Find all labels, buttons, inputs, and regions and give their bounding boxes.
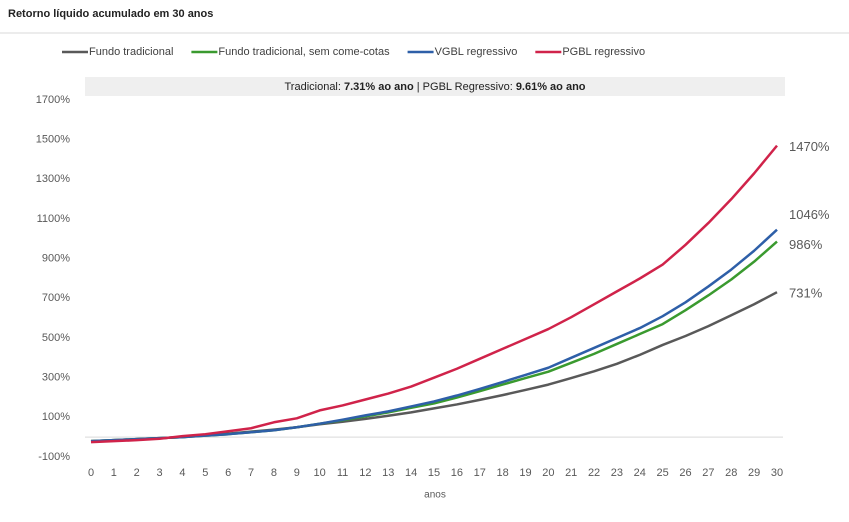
y-tick-label: 1700% — [36, 94, 70, 106]
x-tick-label: 21 — [565, 467, 577, 479]
end-label: 731% — [789, 286, 823, 301]
x-tick-label: 18 — [496, 467, 508, 479]
x-tick-label: 26 — [679, 467, 691, 479]
y-tick-label: 1100% — [37, 213, 71, 225]
x-tick-label: 30 — [771, 467, 783, 479]
x-tick-label: 27 — [702, 467, 714, 479]
x-tick-label: 10 — [314, 467, 326, 479]
x-tick-label: 24 — [634, 467, 646, 479]
x-tick-label: 29 — [748, 467, 760, 479]
annotation-part: | PGBL Regressivo: — [414, 81, 516, 93]
legend-label: VGBL regressivo — [435, 46, 518, 58]
y-tick-label: 100% — [42, 411, 70, 423]
y-tick-label: 1500% — [36, 134, 70, 146]
series-line — [90, 228, 778, 443]
chart-title: Retorno líquido acumulado em 30 anos — [8, 8, 213, 20]
end-label: 1470% — [789, 139, 830, 154]
x-tick-label: 19 — [519, 467, 531, 479]
annotation: Tradicional: 7.31% ao ano | PGBL Regress… — [284, 81, 585, 93]
x-tick-label: 20 — [542, 467, 554, 479]
y-tick-label: 700% — [42, 292, 70, 304]
end-label: 1046% — [789, 207, 830, 222]
x-tick-label: 0 — [88, 467, 94, 479]
x-tick-label: 1 — [111, 467, 117, 479]
y-tick-label: 500% — [42, 332, 70, 344]
x-tick-label: 7 — [248, 467, 254, 479]
x-axis-label: anos — [424, 490, 446, 501]
y-tick-label: 1300% — [36, 173, 70, 185]
x-tick-label: 11 — [337, 467, 348, 479]
x-tick-label: 2 — [134, 467, 140, 479]
series-line — [90, 144, 778, 444]
x-tick-label: 14 — [405, 467, 417, 479]
x-tick-label: 5 — [202, 467, 208, 479]
legend-label: PGBL regressivo — [562, 46, 645, 58]
x-tick-label: 16 — [451, 467, 463, 479]
x-tick-label: 6 — [225, 467, 231, 479]
x-tick-label: 13 — [382, 467, 394, 479]
annotation-box — [85, 77, 785, 96]
x-tick-label: 15 — [428, 467, 440, 479]
x-tick-label: 4 — [179, 467, 185, 479]
y-tick-label: 300% — [42, 372, 70, 384]
x-tick-label: 9 — [294, 467, 300, 479]
x-tick-label: 25 — [657, 467, 669, 479]
x-tick-label: 12 — [359, 467, 371, 479]
x-tick-label: 8 — [271, 467, 277, 479]
legend-label: Fundo tradicional, sem come-cotas — [218, 46, 390, 58]
annotation-part: Tradicional: — [284, 81, 344, 93]
x-tick-label: 17 — [474, 467, 486, 479]
series-line — [90, 291, 778, 443]
x-tick-label: 23 — [611, 467, 623, 479]
x-tick-label: 22 — [588, 467, 600, 479]
y-tick-label: -100% — [38, 451, 70, 463]
y-tick-label: 900% — [42, 253, 70, 265]
x-tick-label: 28 — [725, 467, 737, 479]
legend-label: Fundo tradicional — [89, 46, 173, 58]
end-label: 986% — [789, 237, 823, 252]
annotation-part: 9.61% ao ano — [516, 81, 586, 93]
annotation-part: 7.31% ao ano — [344, 81, 414, 93]
x-tick-label: 3 — [157, 467, 163, 479]
